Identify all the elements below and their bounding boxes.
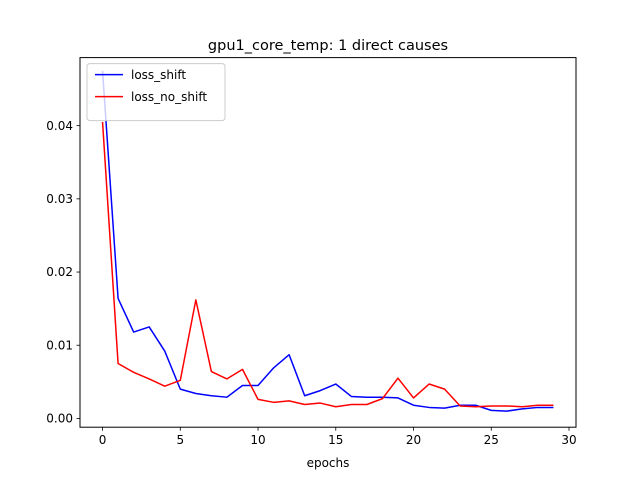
y-tick-label: 0.00 [46, 412, 73, 426]
y-tick-label: 0.01 [46, 338, 73, 352]
chart-title: gpu1_core_temp: 1 direct causes [208, 38, 448, 54]
x-tick-label: 0 [99, 433, 107, 447]
x-tick-label: 30 [561, 433, 576, 447]
y-tick-label: 0.03 [46, 192, 73, 206]
x-tick-label: 10 [250, 433, 265, 447]
x-tick-label: 15 [328, 433, 343, 447]
x-tick-label: 5 [176, 433, 184, 447]
y-tick-label: 0.02 [46, 265, 73, 279]
y-axis: 0.00 0.01 0.02 0.03 0.04 [46, 119, 80, 426]
series-line-loss-no-shift [101, 121, 554, 408]
x-tick-label: 25 [484, 433, 499, 447]
y-tick-label: 0.04 [46, 119, 73, 133]
legend-label-loss-no-shift: loss_no_shift [131, 90, 207, 104]
x-axis: 0 5 10 15 20 25 30 [99, 427, 577, 447]
x-axis-label: epochs [307, 456, 350, 470]
series-layer [101, 70, 554, 412]
plot-area-frame [79, 57, 577, 428]
x-tick-label: 20 [406, 433, 421, 447]
legend-label-loss-shift: loss_shift [131, 68, 186, 82]
legend-box [86, 63, 226, 122]
legend: loss_shift loss_no_shift [86, 63, 226, 122]
